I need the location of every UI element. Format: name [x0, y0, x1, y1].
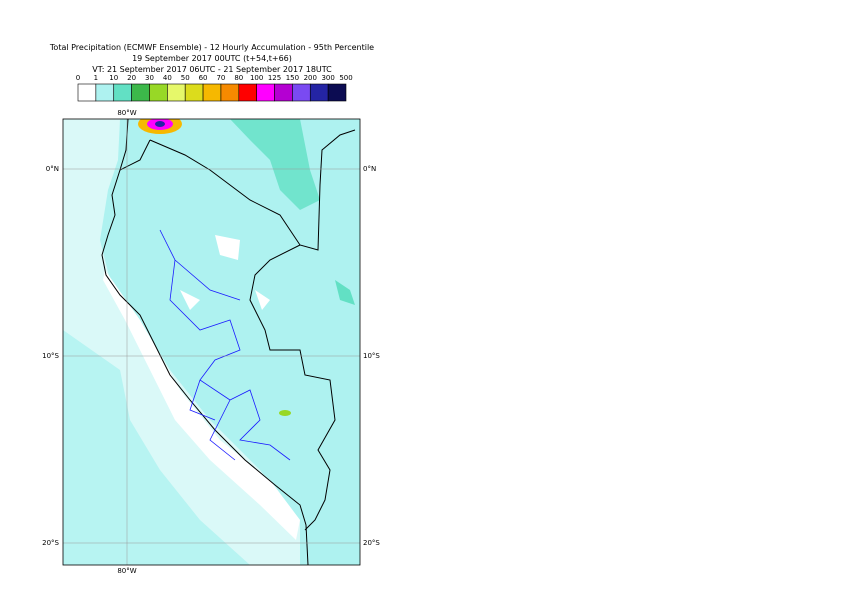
subtitle: 19 September 2017 00UTC (t+54,t+66): [132, 54, 292, 63]
legend-label: 50: [181, 74, 190, 82]
rain-spot: [279, 410, 291, 416]
legend-label: 1: [94, 74, 98, 82]
lat-label: 10°S: [363, 352, 380, 360]
legend: 0 1 10 20 30 40 50 60 70 80 100 125 150 200 300 500: [76, 74, 353, 102]
legend-label: 30: [145, 74, 154, 82]
legend-label: 100: [250, 74, 263, 82]
lon-label: 80°W: [117, 567, 136, 575]
lon-label: 80°W: [117, 109, 136, 117]
map: [63, 119, 360, 565]
legend-swatch: [292, 83, 311, 102]
dry-patch: [180, 235, 270, 310]
legend-swatch: [274, 83, 293, 102]
legend-label: 200: [304, 74, 317, 82]
legend-swatch: [256, 83, 275, 102]
regions: [159, 229, 291, 461]
coastline: [101, 119, 309, 565]
legend-label: 500: [339, 74, 352, 82]
lat-label: 10°S: [42, 352, 59, 360]
title: Total Precipitation (ECMWF Ensemble) - 1…: [49, 43, 374, 52]
legend-swatch: [95, 83, 115, 102]
coastal-desert: [103, 270, 300, 540]
valid-time: VT: 21 September 2017 06UTC - 21 Septemb…: [92, 65, 332, 74]
legend-label: 0: [76, 74, 80, 82]
lat-label: 20°S: [363, 539, 380, 547]
legend-label: 20: [127, 74, 136, 82]
wet-area: [335, 280, 355, 305]
legend-label: 150: [286, 74, 299, 82]
heavy-rain: [155, 121, 165, 127]
legend-swatch: [131, 83, 150, 102]
lat-label: 0°N: [46, 165, 59, 173]
legend-swatch: [309, 83, 329, 102]
lat-label: 0°N: [363, 165, 376, 173]
legend-swatch: [184, 83, 204, 102]
map-frame: [62, 118, 361, 566]
legend-swatch: [77, 83, 97, 102]
lat-label: 20°S: [42, 539, 59, 547]
legend-swatch: [167, 83, 186, 102]
ocean-field: [63, 330, 250, 565]
wet-area: [230, 119, 320, 210]
legend-swatch: [202, 83, 222, 102]
border: [119, 129, 356, 531]
legend-label: 125: [268, 74, 281, 82]
legend-swatch: [220, 83, 240, 102]
legend-swatch: [149, 83, 168, 102]
legend-label: 70: [216, 74, 225, 82]
legend-label: 40: [163, 74, 172, 82]
legend-swatch: [238, 83, 257, 102]
legend-label: 60: [199, 74, 208, 82]
legend-label: 10: [109, 74, 118, 82]
legend-swatch: [327, 83, 347, 102]
legend-swatch: [113, 83, 132, 102]
legend-label: 80: [234, 74, 243, 82]
legend-label: 300: [321, 74, 334, 82]
